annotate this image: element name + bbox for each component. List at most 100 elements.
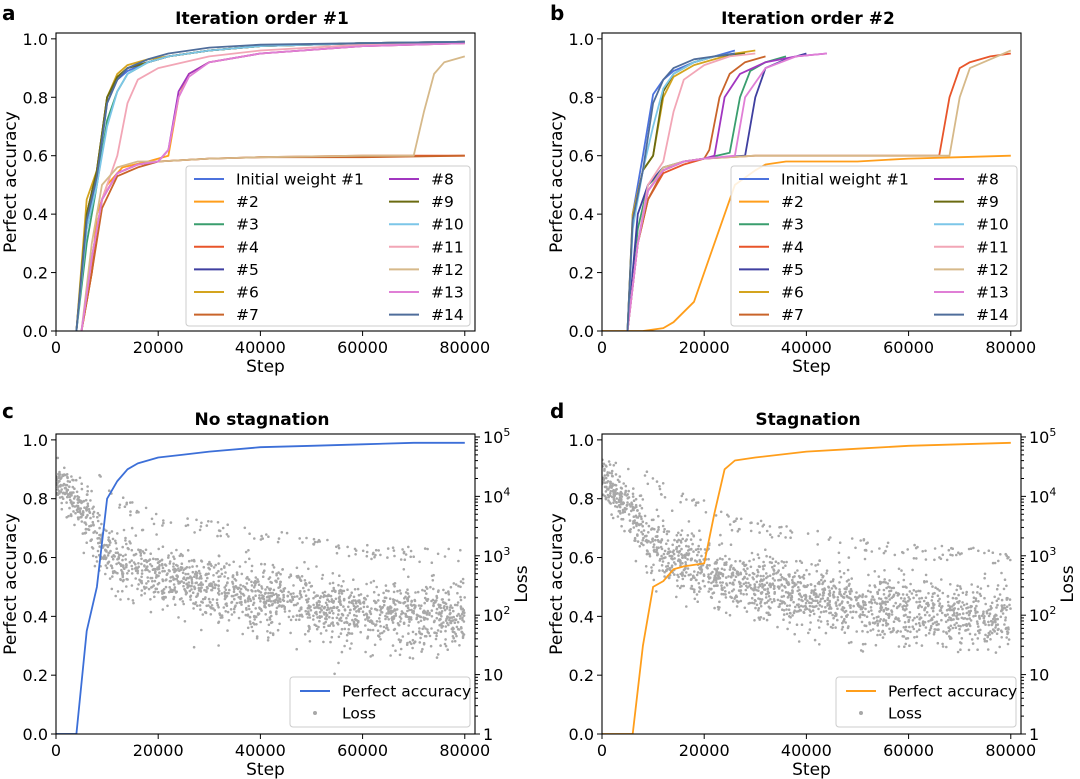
loss-point	[885, 586, 888, 590]
loss-point	[918, 624, 922, 627]
loss-point	[915, 593, 918, 597]
loss-point	[828, 591, 832, 595]
loss-point	[93, 530, 97, 533]
loss-point	[887, 585, 890, 589]
loss-point	[975, 604, 978, 608]
loss-point	[191, 570, 195, 574]
loss-point	[602, 477, 606, 480]
loss-point	[772, 587, 776, 590]
loss-point	[863, 624, 866, 627]
loss-point	[949, 583, 952, 586]
loss-point	[675, 579, 679, 582]
loss-point	[436, 653, 440, 656]
loss-point	[140, 589, 144, 592]
loss-point	[769, 533, 772, 536]
loss-point	[623, 529, 626, 533]
loss-point	[923, 613, 927, 617]
loss-point	[98, 526, 101, 530]
loss-point	[244, 600, 247, 604]
loss-point	[335, 616, 339, 620]
loss-point	[868, 621, 871, 624]
loss-point	[859, 539, 862, 542]
loss-point	[885, 621, 888, 625]
loss-point	[768, 574, 772, 577]
loss-point	[915, 630, 919, 633]
loss-point	[232, 585, 235, 588]
loss-point	[788, 573, 791, 576]
loss-point	[823, 587, 826, 590]
loss-point	[976, 648, 979, 651]
loss-point	[98, 545, 101, 548]
loss-point	[365, 613, 369, 616]
loss-point	[961, 591, 965, 595]
loss-point	[800, 623, 804, 626]
loss-point	[186, 517, 189, 520]
loss-point	[747, 581, 750, 585]
loss-point	[720, 586, 724, 590]
loss-point	[756, 522, 760, 525]
loss-point	[733, 597, 736, 600]
loss-point	[312, 614, 315, 618]
loss-point	[404, 553, 408, 556]
legend-item: #8	[389, 171, 454, 189]
loss-point	[934, 586, 937, 589]
loss-point	[776, 598, 780, 602]
loss-point	[126, 572, 129, 575]
loss-point	[65, 501, 68, 504]
loss-point	[104, 572, 107, 576]
loss-point	[696, 553, 699, 557]
loss-point	[609, 489, 612, 493]
loss-point	[332, 612, 335, 615]
loss-point	[959, 605, 963, 608]
loss-point	[905, 601, 908, 605]
loss-point	[768, 525, 772, 528]
loss-point	[767, 599, 770, 602]
loss-point	[721, 581, 724, 584]
loss-point	[902, 626, 906, 629]
loss-point	[709, 588, 713, 591]
loss-point	[411, 646, 414, 650]
loss-point	[800, 561, 804, 564]
loss-point	[92, 510, 96, 514]
loss-point	[723, 561, 726, 565]
loss-point	[275, 610, 278, 613]
loss-point	[376, 629, 380, 632]
loss-point	[950, 618, 953, 622]
loss-point	[187, 559, 191, 563]
loss-point	[650, 569, 654, 573]
loss-point	[357, 593, 361, 597]
loss-point	[718, 600, 721, 604]
loss-point	[918, 597, 921, 600]
loss-point	[628, 503, 631, 506]
loss-point	[213, 586, 217, 590]
loss-point	[313, 623, 317, 627]
loss-point	[217, 584, 220, 588]
loss-point	[978, 614, 981, 618]
loss-point	[673, 538, 676, 542]
loss-point	[888, 579, 891, 582]
loss-point	[199, 581, 203, 584]
loss-point	[623, 493, 626, 496]
loss-point	[108, 577, 112, 580]
loss-point	[614, 473, 618, 476]
loss-point	[616, 515, 620, 518]
loss-point	[207, 597, 211, 601]
loss-point	[331, 621, 335, 624]
loss-point	[205, 524, 209, 527]
loss-point	[806, 599, 809, 602]
loss-point	[57, 472, 60, 476]
loss-point	[90, 546, 94, 549]
loss-point	[425, 587, 429, 590]
loss-point	[378, 632, 382, 635]
loss-point	[636, 509, 639, 512]
loss-point	[634, 503, 638, 507]
loss-point	[693, 597, 697, 601]
loss-point	[876, 622, 880, 625]
loss-point	[655, 535, 659, 538]
loss-point	[1005, 608, 1008, 612]
loss-point	[729, 575, 733, 578]
loss-point	[250, 580, 253, 584]
loss-point	[866, 589, 870, 593]
loss-point	[382, 591, 385, 595]
x-tick-label: 60000	[883, 338, 934, 357]
